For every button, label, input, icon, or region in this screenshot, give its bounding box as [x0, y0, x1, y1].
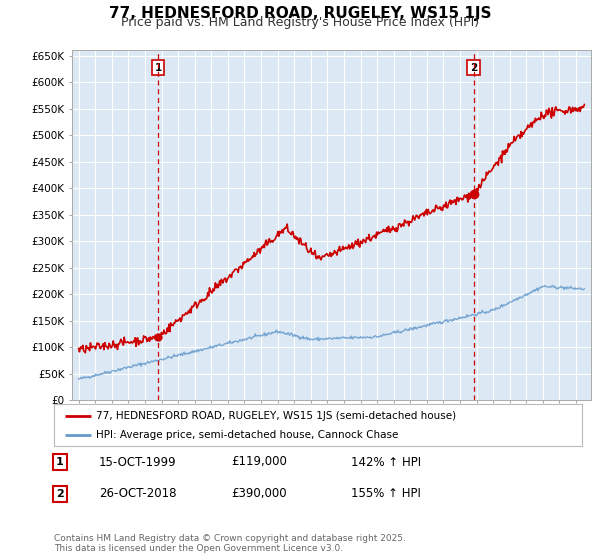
Text: 15-OCT-1999: 15-OCT-1999: [99, 455, 176, 469]
Text: HPI: Average price, semi-detached house, Cannock Chase: HPI: Average price, semi-detached house,…: [96, 430, 398, 440]
Text: 1: 1: [56, 457, 64, 467]
Text: £390,000: £390,000: [231, 487, 287, 501]
Text: Price paid vs. HM Land Registry's House Price Index (HPI): Price paid vs. HM Land Registry's House …: [121, 16, 479, 29]
Text: £119,000: £119,000: [231, 455, 287, 469]
Text: 2: 2: [56, 489, 64, 499]
Text: 77, HEDNESFORD ROAD, RUGELEY, WS15 1JS (semi-detached house): 77, HEDNESFORD ROAD, RUGELEY, WS15 1JS (…: [96, 411, 457, 421]
Text: 2: 2: [470, 63, 477, 73]
Text: 142% ↑ HPI: 142% ↑ HPI: [351, 455, 421, 469]
Text: 77, HEDNESFORD ROAD, RUGELEY, WS15 1JS: 77, HEDNESFORD ROAD, RUGELEY, WS15 1JS: [109, 6, 491, 21]
Text: 1: 1: [154, 63, 161, 73]
Text: Contains HM Land Registry data © Crown copyright and database right 2025.
This d: Contains HM Land Registry data © Crown c…: [54, 534, 406, 553]
Text: 26-OCT-2018: 26-OCT-2018: [99, 487, 176, 501]
Text: 155% ↑ HPI: 155% ↑ HPI: [351, 487, 421, 501]
